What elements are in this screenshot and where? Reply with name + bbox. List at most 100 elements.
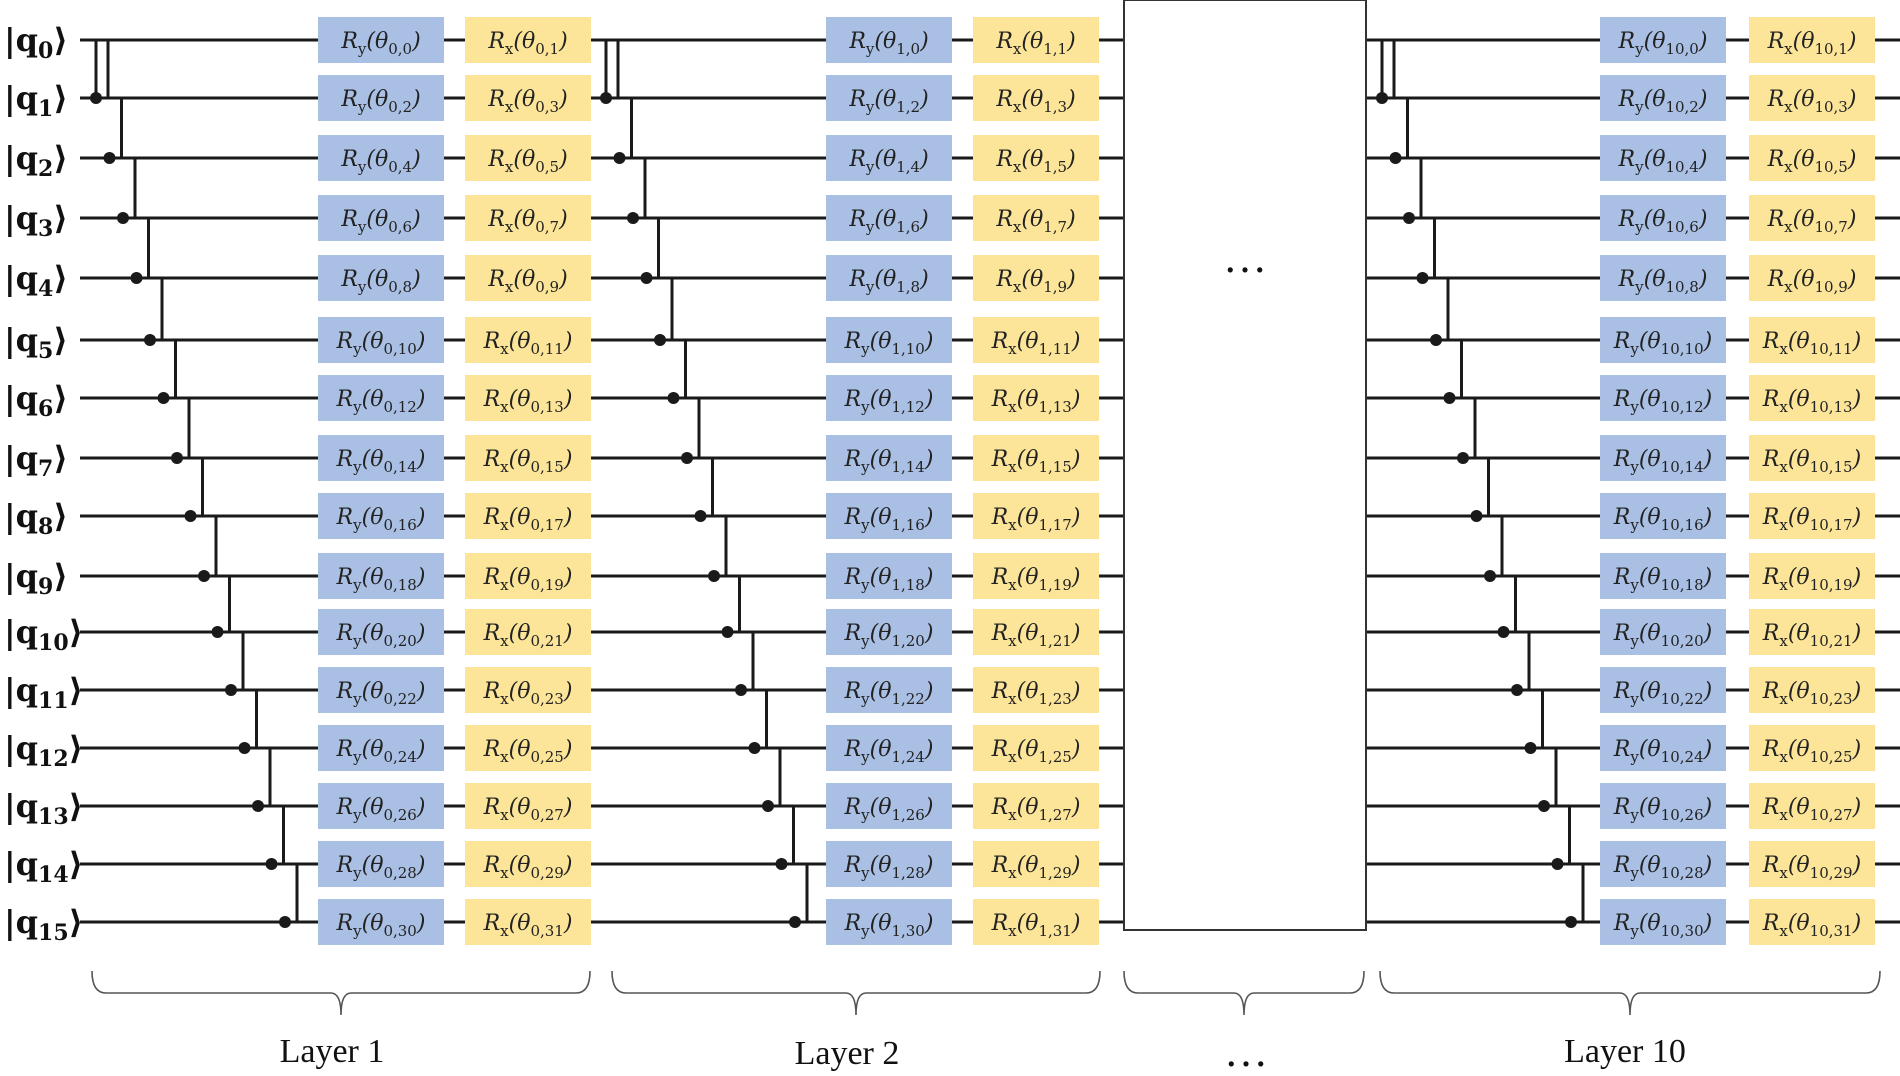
layer-2-label: Layer 2: [795, 1035, 900, 1072]
qubit-label-q12: |q12⟩: [4, 729, 83, 772]
rx-gate-label: Rx(θ0,31): [483, 911, 573, 940]
qubit-label-q15: |q15⟩: [4, 903, 83, 946]
rx-gate: [973, 609, 1099, 655]
ry-gate: [318, 609, 444, 655]
ry-gate: [826, 317, 952, 363]
rx-gate-label: Rx(θ1,13): [991, 387, 1081, 416]
ry-gate: [1600, 783, 1726, 829]
rx-gate-label: Rx(θ1,19): [991, 565, 1081, 594]
rx-gate: [1749, 195, 1875, 241]
ry-gate: [826, 255, 952, 301]
rx-gate-label: Rx(θ0,29): [483, 853, 573, 882]
rx-gate: [465, 317, 591, 363]
ry-gate: [826, 195, 952, 241]
ry-gate: [826, 375, 952, 421]
rx-gate: [1749, 135, 1875, 181]
ry-gate-label: Ry(θ1,24): [844, 737, 934, 766]
rx-gate-label: Rx(θ0,25): [483, 737, 573, 766]
ry-gate-label: Ry(θ1,16): [844, 505, 934, 534]
qubit-label-q13: |q13⟩: [4, 787, 83, 830]
rx-gate: [973, 493, 1099, 539]
rotation-gates: Ry(θ0,0) Rx(θ0,1)Ry(θ0,2) Rx(θ0,3)Ry(θ0,4)…: [318, 17, 1875, 945]
rx-gate: [973, 841, 1099, 887]
rx-gate: [1749, 435, 1875, 481]
qubit-label-q2: |q2⟩: [4, 139, 68, 182]
layer-braces: [91, 970, 1881, 1016]
ry-gate-label: Ry(θ0,2): [340, 87, 420, 116]
cnot-control-dot: [252, 800, 264, 812]
cnot-control-dot: [735, 684, 747, 696]
rx-gate: [465, 841, 591, 887]
ellipsis-layer-label: …: [1224, 1027, 1268, 1076]
rx-gate: [973, 75, 1099, 121]
cnot-control-dot: [748, 742, 761, 754]
rx-gate: [973, 783, 1099, 829]
qubit-label-q8: |q8⟩: [4, 497, 68, 540]
rx-gate: [465, 255, 591, 301]
ry-gate-label: Ry(θ10,0): [1618, 29, 1708, 58]
rx-gate: [465, 375, 591, 421]
cnot-control-dot: [103, 152, 116, 164]
ry-gate: [826, 553, 952, 599]
rx-gate: [1749, 255, 1875, 301]
qubit-label-q9: |q9⟩: [4, 557, 68, 600]
ry-gate: [318, 553, 444, 599]
ry-gate-label: Ry(θ0,4): [340, 147, 420, 176]
ry-gate: [318, 725, 444, 771]
rx-gate-label: Rx(θ0,9): [487, 267, 567, 296]
ry-gate: [318, 783, 444, 829]
brace-layer-10: [1379, 970, 1881, 1016]
cnot-control-dot: [613, 152, 626, 164]
cnot-control-dot: [1524, 742, 1537, 754]
cnot-control-dot: [1497, 626, 1510, 638]
cnot-control-dot: [225, 684, 237, 696]
rx-gate: [1749, 667, 1875, 713]
ry-gate: [318, 317, 444, 363]
brace-layer-1: [91, 970, 591, 1016]
rx-gate: [973, 255, 1099, 301]
ellipsis-box: [1123, 0, 1367, 931]
rx-gate: [1749, 553, 1875, 599]
ellipsis-box-text: …: [1223, 233, 1267, 282]
rx-gate: [1749, 725, 1875, 771]
rx-gate: [465, 493, 591, 539]
ry-gate: [1600, 75, 1726, 121]
ry-gate-label: Ry(θ1,28): [844, 853, 934, 882]
brace-ellipsis: [1123, 970, 1365, 1016]
cnot-control-dot: [708, 570, 720, 582]
qubit-label-q6: |q6⟩: [4, 379, 68, 422]
cnot-control-dot: [1470, 510, 1483, 522]
ry-gate-label: Ry(θ0,22): [336, 679, 426, 708]
rx-gate: [1749, 609, 1875, 655]
cnot-control-dot: [654, 334, 666, 346]
rx-gate: [973, 375, 1099, 421]
cnot-control-dot: [1457, 452, 1469, 464]
ry-gate-label: Ry(θ1,30): [844, 911, 934, 940]
cnot-control-dot: [211, 626, 224, 638]
ry-gate: [826, 725, 952, 771]
ry-gate: [826, 667, 952, 713]
cnot-control-dot: [144, 334, 156, 346]
cnot-control-dot: [238, 742, 251, 754]
rx-gate: [973, 553, 1099, 599]
cnot-control-dot: [694, 510, 707, 522]
rx-gate-label: Rx(θ0,13): [483, 387, 573, 416]
rx-gate: [973, 899, 1099, 945]
rx-gate: [1749, 75, 1875, 121]
ry-gate: [318, 435, 444, 481]
rx-gate: [973, 17, 1099, 63]
ry-gate: [1600, 135, 1726, 181]
rx-gate-label: Rx(θ1,25): [991, 737, 1081, 766]
ry-gate: [318, 493, 444, 539]
ry-gate: [826, 899, 952, 945]
ry-gate-label: Ry(θ10,12): [1613, 387, 1712, 416]
ry-gate-label: Ry(θ0,30): [336, 911, 426, 940]
rx-gate-label: Rx(θ10,19): [1762, 565, 1861, 594]
cnot-control-dot: [198, 570, 210, 582]
ry-gate: [1600, 899, 1726, 945]
qubit-label-q1: |q1⟩: [4, 79, 68, 122]
qubit-label-q0: |q0⟩: [4, 21, 68, 64]
rx-gate: [465, 195, 591, 241]
ry-gate: [826, 75, 952, 121]
